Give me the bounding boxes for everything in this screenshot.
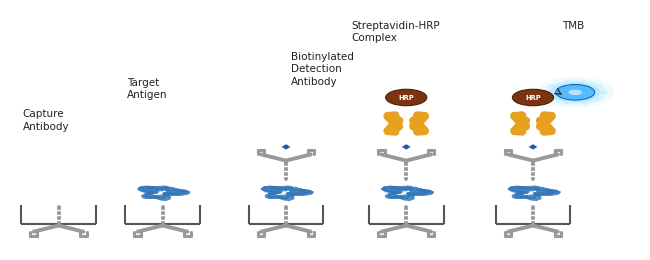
Polygon shape: [528, 144, 538, 150]
Text: Biotinylated
Detection
Antibody: Biotinylated Detection Antibody: [291, 52, 354, 87]
Text: TMB: TMB: [562, 21, 584, 31]
Circle shape: [536, 77, 614, 108]
Circle shape: [385, 89, 427, 106]
Circle shape: [556, 84, 595, 100]
Circle shape: [544, 80, 606, 105]
Text: A: A: [530, 119, 536, 128]
Polygon shape: [401, 144, 411, 150]
Polygon shape: [281, 144, 291, 150]
Text: HRP: HRP: [525, 94, 541, 101]
Circle shape: [568, 89, 582, 95]
Circle shape: [512, 89, 554, 106]
Circle shape: [550, 82, 601, 102]
Text: Streptavidin-HRP
Complex: Streptavidin-HRP Complex: [351, 21, 439, 43]
Text: A: A: [403, 119, 410, 128]
Text: Capture
Antibody: Capture Antibody: [23, 109, 70, 132]
Text: Target
Antigen: Target Antigen: [127, 78, 167, 100]
Text: HRP: HRP: [398, 94, 414, 101]
